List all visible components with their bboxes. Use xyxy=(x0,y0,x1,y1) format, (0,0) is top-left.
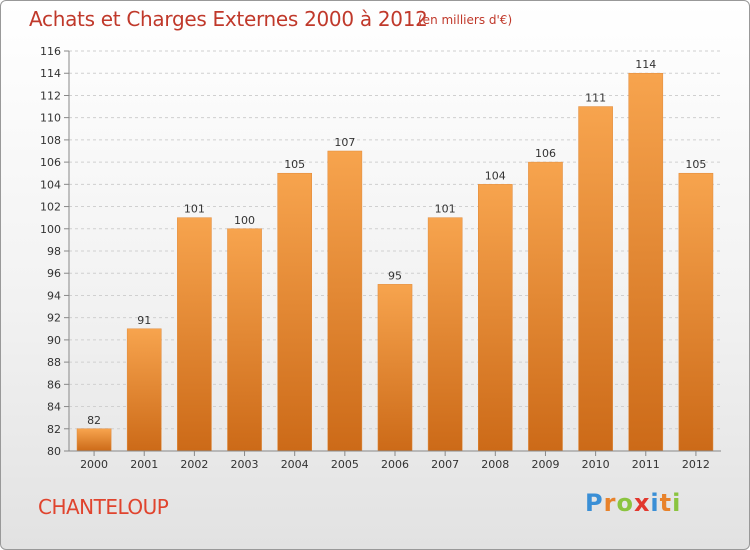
y-tick-label: 96 xyxy=(47,267,61,280)
bar-2010 xyxy=(578,106,613,452)
y-tick-label: 112 xyxy=(40,89,61,102)
logo-letter: t xyxy=(659,489,673,517)
y-tick-label: 88 xyxy=(47,356,61,369)
x-tick-label: 2012 xyxy=(682,458,710,471)
y-tick-label: 116 xyxy=(40,45,61,58)
bar-2008 xyxy=(478,184,513,452)
commune-name: CHANTELOUP xyxy=(38,495,169,519)
value-label: 105 xyxy=(685,158,706,171)
value-label: 104 xyxy=(485,169,506,182)
logo-letter: i xyxy=(672,489,682,517)
bar-2006 xyxy=(377,284,413,452)
x-tick-label: 2010 xyxy=(582,458,610,471)
x-tick-label: 2011 xyxy=(632,458,660,471)
x-tick-label: 2002 xyxy=(180,458,208,471)
value-label: 100 xyxy=(234,214,255,227)
y-tick-label: 100 xyxy=(40,223,61,236)
y-tick-label: 98 xyxy=(47,245,61,258)
y-tick-label: 108 xyxy=(40,134,61,147)
y-tick-label: 114 xyxy=(40,67,61,80)
x-tick-label: 2007 xyxy=(431,458,459,471)
value-label: 82 xyxy=(87,414,101,427)
logo-letter: P xyxy=(585,489,604,517)
x-tick-label: 2000 xyxy=(80,458,108,471)
bar-2005 xyxy=(327,150,363,452)
y-tick-label: 84 xyxy=(47,401,61,414)
bar-2003 xyxy=(227,228,262,452)
y-tick-label: 82 xyxy=(47,423,61,436)
bar-2001 xyxy=(126,328,162,452)
logo-letter: i xyxy=(650,489,660,517)
value-label: 101 xyxy=(184,203,205,216)
proxiti-logo[interactable]: Proxiti xyxy=(585,489,681,517)
y-tick-label: 92 xyxy=(47,312,61,325)
x-tick-label: 2001 xyxy=(130,458,158,471)
x-tick-label: 2004 xyxy=(281,458,309,471)
logo-letter: x xyxy=(633,489,651,517)
value-label: 101 xyxy=(435,203,456,216)
bar-2007 xyxy=(427,217,463,452)
y-tick-label: 102 xyxy=(40,201,61,214)
logo-letter: o xyxy=(616,489,634,517)
bar-2009 xyxy=(528,161,563,452)
labels: 80 82 84 86 88 90 92 94 96 98 100 102 104 106 108 110 11… xyxy=(40,45,710,471)
y-tick-label: 90 xyxy=(47,334,61,347)
value-label: 105 xyxy=(284,158,305,171)
logo-letter: r xyxy=(603,489,617,517)
x-tick-label: 2006 xyxy=(381,458,409,471)
value-label: 114 xyxy=(635,58,656,71)
chart-title: Achats et Charges Externes 2000 à 2012 xyxy=(29,7,428,31)
bar-2004 xyxy=(277,172,312,452)
x-tick-label: 2009 xyxy=(531,458,559,471)
value-label: 95 xyxy=(388,269,402,282)
bars xyxy=(76,72,714,452)
y-tick-label: 104 xyxy=(40,178,61,191)
bar-2011 xyxy=(628,72,664,452)
y-tick-label: 110 xyxy=(40,112,61,125)
y-tick-label: 86 xyxy=(47,378,61,391)
x-tick-label: 2008 xyxy=(481,458,509,471)
y-tick-label: 80 xyxy=(47,445,61,458)
axes xyxy=(64,50,721,456)
bar-2002 xyxy=(177,217,212,452)
y-tick-label: 106 xyxy=(40,156,61,169)
x-tick-label: 2005 xyxy=(331,458,359,471)
value-label: 91 xyxy=(137,314,151,327)
unit-note: (en milliers d'€) xyxy=(418,13,513,27)
value-label: 111 xyxy=(585,92,606,105)
bar-2000 xyxy=(76,428,112,452)
bar-2012 xyxy=(678,172,714,452)
y-tick-label: 94 xyxy=(47,289,61,302)
value-label: 107 xyxy=(334,136,355,149)
value-label: 106 xyxy=(535,147,556,160)
x-tick-label: 2003 xyxy=(231,458,259,471)
